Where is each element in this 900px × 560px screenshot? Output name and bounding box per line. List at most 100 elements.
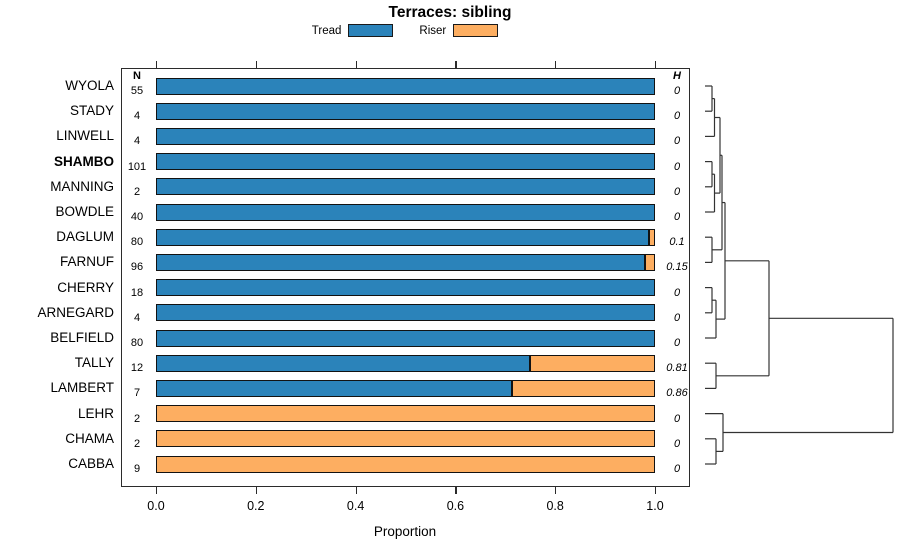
n-value: 2	[133, 185, 141, 198]
plot-panel	[121, 68, 690, 487]
category-label-shambo: SHAMBO	[54, 153, 114, 169]
h-value: 0	[673, 463, 681, 475]
bar-segment-tread	[156, 127, 655, 145]
bar-segment-riser	[156, 430, 655, 448]
x-axis-tick-bottom	[555, 487, 557, 494]
x-axis-tick-bottom	[156, 487, 158, 494]
category-label-stady: STADY	[69, 103, 114, 119]
h-value: 0	[673, 286, 681, 299]
n-value: 80	[130, 236, 144, 249]
x-axis-tick-label: 0.8	[546, 499, 564, 513]
n-value: 4	[133, 311, 141, 324]
bar-segment-tread	[156, 304, 655, 322]
h-value: 0	[673, 211, 681, 223]
bar-row	[156, 178, 655, 196]
category-label-manning: MANNING	[50, 178, 114, 194]
bar-row	[156, 203, 655, 221]
legend-item-riser: Riser	[419, 24, 499, 37]
category-label-cabba: CABBA	[68, 456, 114, 471]
n-value: 4	[133, 110, 141, 123]
x-axis-tick-bottom	[455, 487, 457, 494]
x-axis-tick-top	[655, 61, 657, 68]
category-label-wyola: WYOLA	[65, 78, 114, 93]
legend: Tread Riser	[0, 24, 810, 37]
h-value: 0	[673, 135, 681, 148]
n-value: 80	[130, 337, 144, 349]
category-label-belfield: BELFIELD	[50, 330, 114, 345]
bar-row	[156, 102, 655, 120]
bar-row	[156, 405, 655, 423]
category-label-chama: CHAMA	[65, 430, 114, 446]
x-axis-tick-bottom	[255, 487, 258, 494]
x-axis-tick-top	[156, 61, 158, 68]
bar-segment-tread	[156, 102, 655, 120]
category-label-bowdle: BOWDLE	[55, 204, 114, 219]
bar-segment-tread	[156, 379, 513, 397]
bar-row	[156, 430, 655, 448]
bar-row	[156, 153, 655, 171]
bar-segment-riser	[156, 455, 655, 473]
h-column-header: H	[673, 70, 681, 82]
bar-row	[156, 329, 655, 347]
n-column-header: N	[133, 70, 141, 82]
bar-row	[156, 379, 655, 397]
bar-segment-riser	[512, 379, 655, 397]
x-axis-tick-label: 0.2	[247, 499, 265, 513]
n-value: 9	[133, 463, 141, 475]
n-value: 4	[133, 135, 141, 148]
category-label-cherry: CHERRY	[57, 279, 114, 295]
x-axis-tick-label: 0.6	[446, 499, 465, 513]
bar-segment-tread	[156, 279, 655, 297]
x-axis-tick-label: 1.0	[646, 499, 664, 513]
bar-segment-tread	[156, 153, 655, 171]
h-value: 0.15	[666, 261, 688, 274]
legend-item-tread: Tread	[312, 24, 394, 37]
legend-label: Tread	[311, 24, 342, 37]
bar-row	[156, 354, 655, 372]
x-axis-tick-label: 0.4	[346, 499, 365, 513]
bar-segment-riser	[156, 405, 655, 423]
bar-row	[156, 304, 655, 322]
n-value: 96	[130, 261, 144, 274]
bar-row	[156, 228, 655, 246]
category-label-lambert: LAMBERT	[50, 380, 114, 396]
category-label-lehr: LEHR	[77, 405, 114, 421]
category-label-arnegard: ARNEGARD	[37, 304, 114, 320]
x-axis-tick-bottom	[655, 487, 657, 494]
h-value: 0.1	[669, 236, 685, 249]
bar-row	[156, 279, 655, 297]
h-value: 0	[673, 185, 681, 198]
h-value: 0	[673, 337, 681, 349]
bar-segment-tread	[156, 329, 655, 347]
bar-row	[156, 77, 655, 95]
n-value: 2	[133, 437, 141, 450]
category-label-farnuf: FARNUF	[60, 254, 114, 270]
n-value: 7	[133, 387, 141, 400]
x-axis-tick-top	[455, 61, 457, 68]
bar-segment-riser	[648, 228, 655, 246]
x-axis-tick-label: 0.0	[147, 499, 165, 513]
bar-segment-tread	[156, 354, 531, 372]
x-axis-tick-top	[255, 61, 258, 68]
bar-segment-tread	[156, 178, 655, 196]
bar-segment-tread	[156, 228, 649, 246]
h-value: 0	[673, 412, 681, 425]
bar-segment-riser	[530, 354, 655, 372]
n-value: 2	[133, 412, 141, 425]
n-value: 40	[130, 211, 144, 223]
h-value: 0	[673, 311, 681, 324]
h-value: 0.81	[666, 362, 688, 375]
legend-label: Riser	[419, 24, 447, 37]
bar-row	[156, 253, 655, 271]
x-axis-label: Proportion	[373, 524, 437, 539]
legend-swatch-tread	[348, 24, 394, 37]
bar-row	[156, 455, 655, 473]
h-value: 0.86	[666, 387, 688, 400]
bar-segment-tread	[156, 203, 655, 221]
h-value: 0	[673, 85, 681, 97]
x-axis-tick-bottom	[355, 487, 357, 494]
bar-segment-tread	[156, 77, 655, 95]
x-axis-tick-top	[555, 61, 557, 68]
x-axis-tick-top	[355, 61, 357, 68]
